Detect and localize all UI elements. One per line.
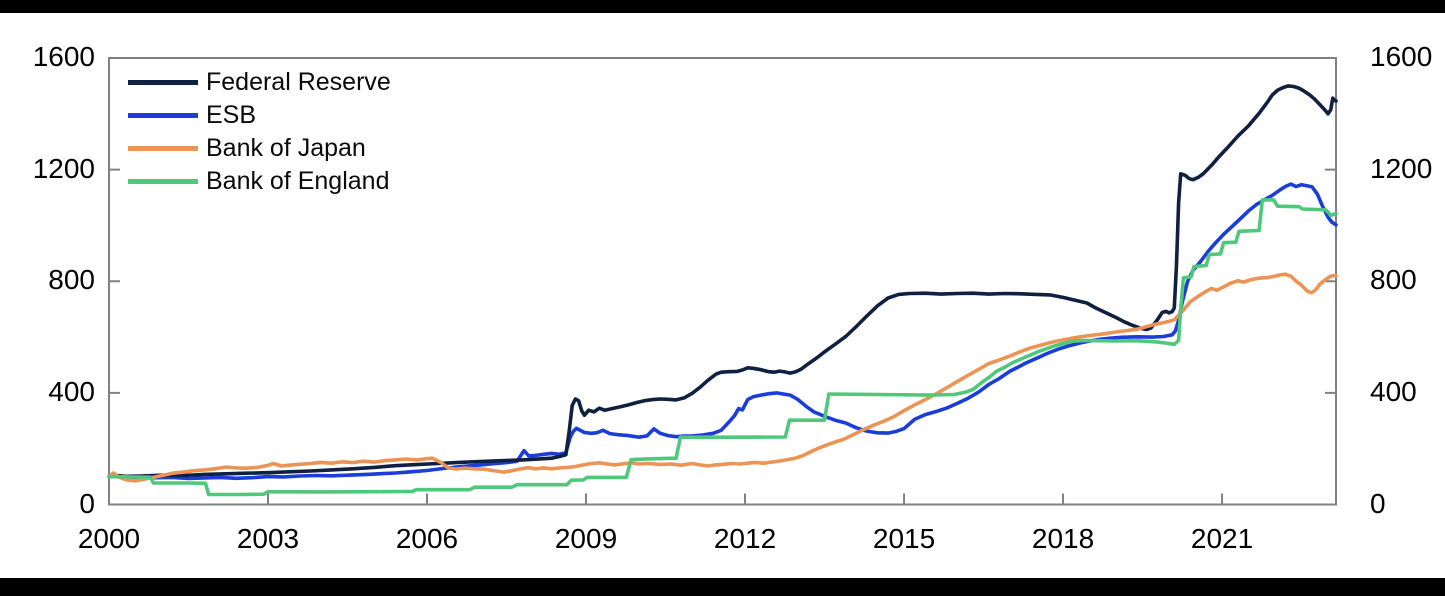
legend-item-bank-of-japan: Bank of Japan [128,132,391,165]
y-axis-label-right-1200: 1200 [1370,152,1433,184]
series-line-esb [107,182,1338,481]
legend-label-bank-of-japan: Bank of Japan [206,134,366,162]
legend-label-federal-reserve: Federal Reserve [206,68,391,96]
legend-item-bank-of-england: Bank of England [128,165,391,198]
legend-label-esb: ESB [206,101,257,129]
x-axis-label-2015: 2015 [872,523,936,554]
x-axis-label-2000: 2000 [77,523,141,554]
x-axis-label-2003: 2003 [236,523,300,554]
legend-label-bank-of-england: Bank of England [206,167,390,195]
x-axis-label-2012: 2012 [713,523,777,554]
series-line-federal-reserve [107,84,1338,479]
y-axis-label-left-1600: 1600 [32,41,95,72]
legend-item-federal-reserve: Federal Reserve [128,66,391,99]
x-axis-label-2009: 2009 [554,523,618,554]
legend-line-swatch-esb [128,113,198,118]
y-axis-label-left-1200: 1200 [32,152,95,184]
y-axis-label-left-0: 0 [79,487,95,519]
y-axis-label-left-400: 400 [48,375,95,407]
top-letterbox-bar [0,0,1445,13]
y-axis-label-left-800: 800 [48,264,95,296]
y-axis-label-right-800: 800 [1370,264,1417,296]
legend-item-esb: ESB [128,99,391,132]
y-axis-label-right-0: 0 [1370,487,1386,519]
x-axis-label-2018: 2018 [1031,523,1095,554]
y-axis-label-right-1600: 1600 [1370,41,1433,72]
series-line-bank-of-japan [107,272,1338,483]
chart-legend: Federal Reserve ESB Bank of Japan Bank o… [128,66,391,198]
y-axis-label-right-400: 400 [1370,375,1417,407]
x-axis-label-2006: 2006 [395,523,459,554]
series-line-bank-of-england [107,198,1338,497]
legend-line-swatch-bank-of-england [128,179,198,184]
legend-line-swatch-bank-of-japan [128,146,198,151]
legend-line-swatch-federal-reserve [128,80,198,85]
x-axis-label-2021: 2021 [1190,523,1254,554]
bottom-letterbox-bar [0,578,1445,596]
